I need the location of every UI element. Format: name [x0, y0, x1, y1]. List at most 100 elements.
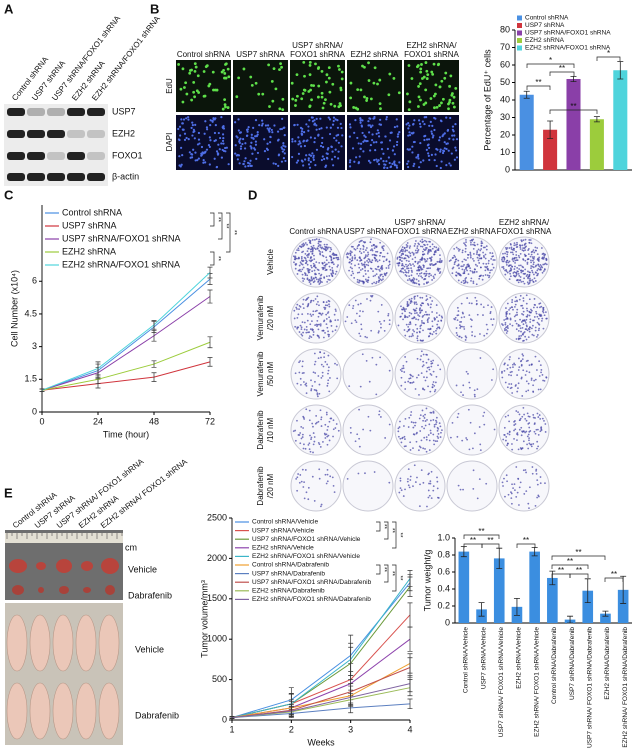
colony [371, 259, 373, 261]
dapi-cell [452, 125, 454, 127]
dapi-cell [453, 134, 455, 136]
dapi-cell [444, 141, 446, 143]
colony [429, 246, 431, 248]
dapi-cell [313, 119, 315, 121]
colony [380, 274, 382, 276]
edu-cell [426, 77, 429, 80]
colony [316, 238, 318, 240]
colony [331, 275, 333, 277]
colony [546, 259, 548, 261]
edu-cell [365, 99, 368, 102]
colony [318, 283, 320, 285]
dapi-cell [315, 124, 317, 126]
edu-cell [448, 85, 451, 88]
colony [474, 389, 476, 391]
colony [531, 443, 533, 445]
dapi-cell [218, 132, 220, 134]
dapi-cell [375, 141, 377, 143]
edu-cell [206, 64, 209, 67]
dapi-cell [412, 123, 414, 125]
dapi-cell [200, 155, 202, 157]
colony [455, 317, 457, 319]
significance-label: * [549, 56, 552, 65]
edu-cell [341, 77, 344, 80]
colony [524, 260, 526, 262]
colony [424, 448, 426, 450]
dapi-cell [419, 126, 421, 128]
colony [406, 244, 408, 246]
colony [522, 369, 524, 371]
colony [423, 273, 425, 275]
dapi-cell [180, 147, 182, 149]
colony [323, 255, 325, 257]
dapi-cell [237, 154, 239, 156]
colony [330, 269, 332, 271]
dapi-cell [359, 117, 361, 119]
colony [535, 470, 537, 472]
colony [509, 356, 511, 358]
colony [512, 364, 514, 366]
colony [485, 254, 487, 256]
legend-label: USP7 shRNA/Vehicle [252, 527, 315, 534]
y-tick-label: 0.4 [437, 583, 450, 593]
colony [326, 483, 328, 485]
dapi-cell [383, 167, 385, 169]
colony [305, 299, 307, 301]
x-tick-label: EZH2 shRNA/ FOXO1 shRNA/Vehicle [533, 627, 540, 737]
dapi-cell [443, 150, 445, 152]
dapi-cell [258, 124, 260, 126]
edu-cell [425, 61, 428, 64]
colony [366, 360, 368, 362]
colony [302, 274, 304, 276]
colony [521, 430, 523, 432]
colony [476, 283, 478, 285]
edu-cell [373, 82, 376, 85]
colony [315, 310, 317, 312]
colony [358, 244, 360, 246]
colony [528, 328, 530, 330]
colony [409, 328, 411, 330]
colony [517, 478, 519, 480]
dapi-cell [255, 144, 257, 146]
colony [388, 482, 390, 484]
colony [533, 380, 535, 382]
colony [418, 394, 420, 396]
colony [415, 250, 417, 252]
significance-label: ** [567, 557, 573, 566]
dapi-cell [206, 126, 208, 128]
colony [538, 329, 540, 331]
colony [418, 283, 420, 285]
dapi-cell [362, 150, 364, 152]
dapi-cell [202, 151, 204, 153]
colony [351, 263, 353, 265]
colony [422, 241, 424, 243]
colony [400, 480, 402, 482]
dapi-cell [237, 158, 239, 160]
colony [471, 239, 473, 241]
y-tick-label: 50 [500, 77, 510, 87]
colony [317, 242, 319, 244]
dapi-cell [249, 160, 251, 162]
colony [302, 469, 304, 471]
colony [406, 324, 408, 326]
edu-cell [275, 87, 278, 90]
x-tick-label: 48 [149, 416, 159, 426]
colony [301, 251, 303, 253]
colony [303, 418, 305, 420]
dapi-cell [316, 129, 318, 131]
colony [389, 263, 391, 265]
dapi-cell [436, 149, 438, 151]
colony [412, 427, 414, 429]
colony [504, 370, 506, 372]
colony [520, 327, 522, 329]
colony [478, 254, 480, 256]
colony [333, 263, 335, 265]
colony [299, 442, 301, 444]
colony [358, 271, 360, 273]
x-tick-label: Control shRNA/Dabrafenib [551, 627, 558, 704]
colony [524, 249, 526, 251]
colony [509, 261, 511, 263]
colony [504, 274, 506, 276]
colony [507, 325, 509, 327]
colony [326, 385, 328, 387]
